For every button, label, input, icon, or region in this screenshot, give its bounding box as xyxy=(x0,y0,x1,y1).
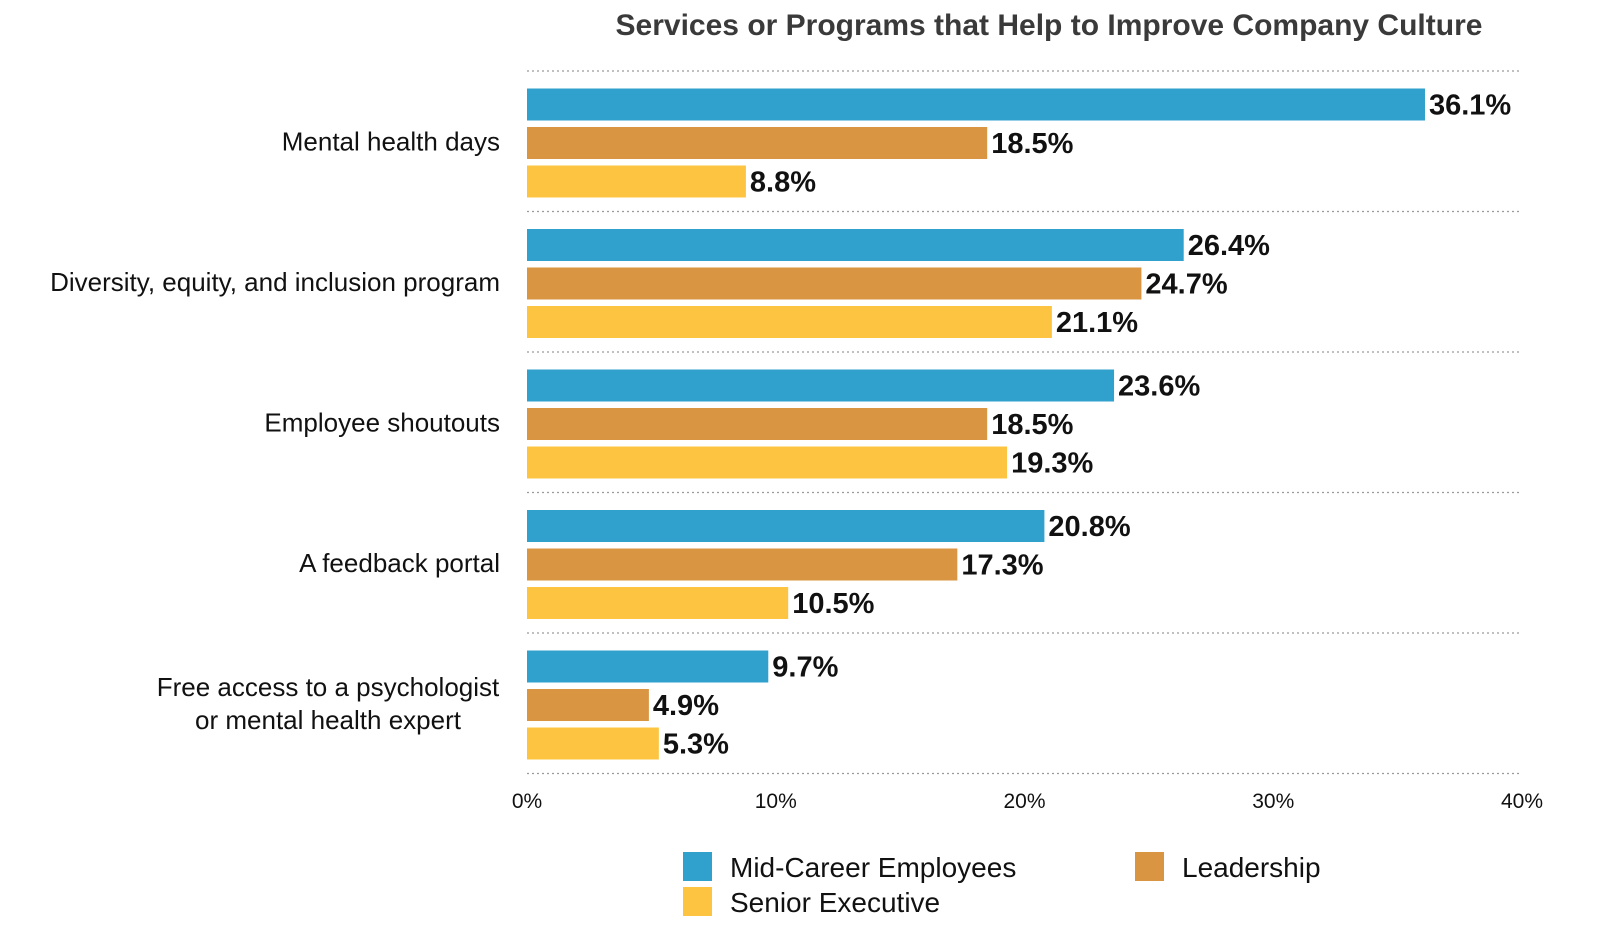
bar xyxy=(527,127,988,159)
bar xyxy=(527,229,1184,261)
x-tick-label: 20% xyxy=(1003,790,1045,813)
data-label: 36.1% xyxy=(1429,90,1511,122)
chart-title: Services or Programs that Help to Improv… xyxy=(616,9,1483,42)
data-label: 18.5% xyxy=(991,409,1073,441)
bar xyxy=(527,587,789,619)
x-tick-label: 0% xyxy=(512,790,542,813)
category-label: Mental health days xyxy=(282,126,500,156)
grid-lines xyxy=(527,70,1522,775)
data-label: 19.3% xyxy=(1011,448,1093,480)
bar xyxy=(527,548,958,581)
data-label: 10.5% xyxy=(792,588,874,620)
bar xyxy=(527,165,746,198)
data-label: 26.4% xyxy=(1188,230,1270,262)
data-label: 8.8% xyxy=(750,167,816,199)
bar xyxy=(527,408,988,440)
legend: Mid-Career Employees Leadership Senior Exe… xyxy=(683,852,1321,918)
data-label: 5.3% xyxy=(663,729,729,761)
data-label: 4.9% xyxy=(653,690,719,722)
x-tick-label: 40% xyxy=(1501,790,1543,813)
legend-label: Leadership xyxy=(1182,852,1321,883)
data-label: 20.8% xyxy=(1048,511,1130,543)
category-label: A feedback portal xyxy=(299,548,500,578)
category-labels: Mental health days Diversity, equity, and… xyxy=(50,126,500,735)
data-label: 18.5% xyxy=(991,128,1073,160)
x-tick-label: 10% xyxy=(755,790,797,813)
category-label: Employee shoutouts xyxy=(264,407,500,437)
legend-swatch xyxy=(683,887,712,916)
bar xyxy=(527,88,1425,121)
category-label: Diversity, equity, and inclusion program xyxy=(50,267,500,297)
bar xyxy=(527,727,659,760)
bar xyxy=(527,267,1142,300)
bar xyxy=(527,369,1115,402)
data-label: 24.7% xyxy=(1145,269,1227,301)
category-label: or mental health expert xyxy=(195,705,462,735)
data-label: 17.3% xyxy=(961,550,1043,582)
legend-label: Mid-Career Employees xyxy=(730,852,1016,883)
x-tick-label: 30% xyxy=(1252,790,1294,813)
legend-swatch xyxy=(1135,852,1164,881)
bar xyxy=(527,306,1052,338)
x-axis-ticks: 0% 10% 20% 30% 40% xyxy=(512,790,1543,813)
value-labels: 36.1% 18.5% 8.8% 26.4% 24.7%21.1% 23.6% 18.5% 1… xyxy=(653,90,1512,761)
data-label: 21.1% xyxy=(1056,307,1138,339)
bar xyxy=(527,689,649,721)
bar xyxy=(527,510,1045,542)
bar xyxy=(527,650,769,683)
bars xyxy=(527,88,1425,760)
legend-label: Senior Executive xyxy=(730,887,940,918)
category-label: Free access to a psychologist xyxy=(157,672,500,702)
legend-swatch xyxy=(683,852,712,881)
data-label: 23.6% xyxy=(1118,371,1200,403)
data-label: 9.7% xyxy=(772,652,838,684)
bar xyxy=(527,446,1008,479)
